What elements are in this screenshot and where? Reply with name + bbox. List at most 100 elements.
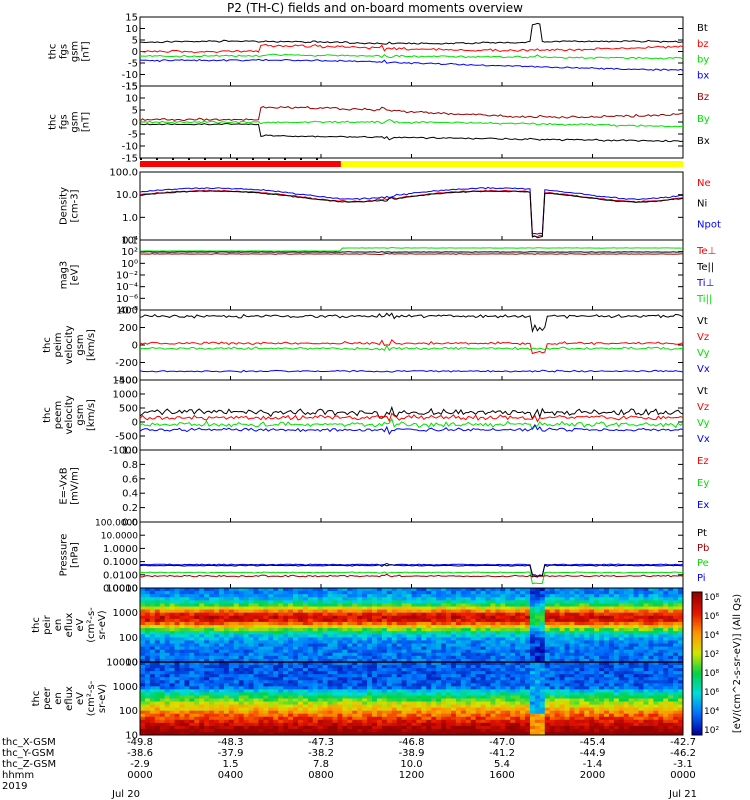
- spec-cell: [243, 609, 249, 614]
- spec-cell: [312, 625, 319, 629]
- spec-cell: [490, 665, 496, 669]
- spec-cell: [460, 686, 467, 690]
- spec-cell: [416, 695, 422, 699]
- spec-cell: [441, 674, 447, 678]
- spec-cell: [653, 625, 659, 629]
- spec-cell: [658, 606, 664, 610]
- spec-cell: [223, 728, 230, 733]
- spec-cell: [416, 710, 422, 715]
- spec-cell: [549, 631, 556, 635]
- spec-cell: [485, 713, 491, 718]
- spec-cell: [436, 671, 442, 675]
- spec-cell: [441, 643, 447, 647]
- spec-cell: [372, 609, 378, 614]
- spec-cell: [529, 594, 536, 598]
- spec-cell: [431, 680, 437, 684]
- spec-cell: [312, 640, 319, 644]
- spec-cell: [184, 704, 190, 709]
- spec-cell: [411, 725, 417, 730]
- spec-cell: [243, 600, 249, 604]
- spec-cell: [194, 671, 200, 675]
- spec-cell: [490, 603, 496, 607]
- spec-cell: [450, 637, 457, 641]
- spec-cell: [599, 658, 605, 663]
- spec-cell: [539, 674, 546, 678]
- spec-cell: [362, 710, 368, 715]
- spec-cell: [465, 640, 472, 644]
- spec-cell: [283, 680, 289, 684]
- spec-cell: [416, 722, 422, 727]
- spec-cell: [396, 701, 403, 705]
- spec-cell: [608, 625, 615, 629]
- spec-cell: [199, 716, 205, 721]
- spec-cell: [559, 640, 565, 644]
- spec-cell: [391, 597, 398, 601]
- spec-cell: [490, 640, 496, 644]
- spec-cell: [416, 652, 422, 657]
- spec-cell: [194, 618, 200, 623]
- spec-cell: [253, 621, 259, 626]
- spec-cell: [460, 731, 467, 736]
- spec-cell: [529, 698, 536, 702]
- spec-cell: [367, 625, 373, 629]
- spec-cell: [441, 588, 447, 592]
- spec-cell: [268, 631, 274, 635]
- spec-cell: [520, 692, 526, 696]
- spec-cell: [159, 722, 166, 727]
- spec-cell: [140, 701, 146, 705]
- spec-cell: [386, 698, 393, 702]
- spec-cell: [159, 658, 166, 663]
- spec-cell: [406, 674, 412, 678]
- spec-cell: [589, 658, 595, 663]
- spec-cell: [223, 631, 230, 635]
- spec-cell: [529, 652, 536, 657]
- spec-cell: [623, 637, 630, 641]
- spec-cell: [510, 618, 516, 623]
- spec-cell: [421, 677, 427, 681]
- spec-cell: [357, 701, 363, 705]
- spec-cell: [386, 652, 393, 657]
- spec-cell: [258, 621, 264, 626]
- spec-cell: [520, 634, 526, 638]
- spec-cell: [648, 588, 654, 592]
- spec-cell: [243, 643, 249, 647]
- spec-cell: [391, 603, 398, 607]
- spec-cell: [643, 643, 649, 647]
- spec-cell: [199, 686, 205, 690]
- spec-cell: [204, 731, 210, 736]
- spec-cell: [500, 600, 506, 604]
- spec-cell: [140, 658, 146, 663]
- spec-cell: [520, 612, 526, 617]
- spec-cell: [233, 597, 240, 601]
- spec-cell: [184, 625, 190, 629]
- spec-cell: [223, 646, 230, 651]
- spec-cell: [297, 591, 304, 595]
- spec-cell: [159, 637, 166, 641]
- spec-cell: [470, 674, 477, 678]
- spec-cell: [372, 710, 378, 715]
- spec-cell: [505, 655, 511, 660]
- spec-cell: [431, 621, 437, 626]
- spec-cell: [297, 668, 304, 672]
- y-axis-label: peer: [42, 686, 53, 710]
- spec-cell: [475, 701, 482, 705]
- series-Vz: [139, 338, 684, 355]
- spec-cell: [337, 646, 343, 651]
- spec-cell: [209, 671, 215, 675]
- spec-cell: [293, 594, 299, 598]
- spec-cell: [169, 725, 175, 730]
- spec-cell: [297, 731, 304, 736]
- spec-cell: [559, 594, 565, 598]
- spec-cell: [357, 707, 363, 712]
- spec-cell: [312, 637, 319, 641]
- spec-cell: [218, 680, 225, 684]
- spec-cell: [515, 674, 521, 678]
- spec-cell: [490, 689, 496, 693]
- spec-cell: [485, 680, 491, 684]
- spec-cell: [332, 701, 338, 705]
- spec-cell: [554, 646, 560, 651]
- spec-cell: [218, 597, 225, 601]
- spec-cell: [505, 646, 511, 651]
- spec-cell: [658, 649, 664, 654]
- y-tick-label: 0: [132, 118, 138, 129]
